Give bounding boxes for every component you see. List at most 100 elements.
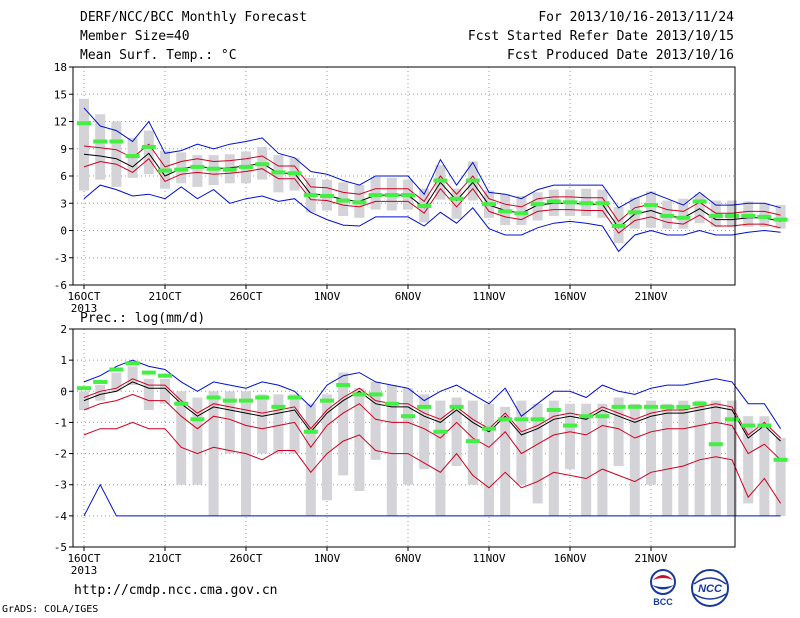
box-bar bbox=[79, 98, 89, 191]
median-mark bbox=[741, 213, 756, 218]
median-mark bbox=[174, 401, 189, 406]
box-bar bbox=[775, 205, 786, 229]
y-tick-label: 1 bbox=[60, 354, 67, 367]
median-mark bbox=[303, 193, 318, 198]
box-bar bbox=[370, 381, 381, 460]
forecast-period: For 2013/10/16-2013/11/24 bbox=[538, 10, 734, 25]
chart-title: DERF/NCC/BCC Monthly Forecast bbox=[80, 10, 307, 25]
median-mark bbox=[401, 193, 415, 198]
x-tick-label: 21OCT bbox=[148, 290, 181, 303]
box-bar bbox=[565, 403, 575, 470]
median-mark bbox=[141, 144, 156, 149]
y-tick-label: -3 bbox=[54, 252, 67, 265]
median-mark bbox=[336, 383, 351, 388]
median-mark bbox=[287, 395, 302, 400]
median-mark bbox=[514, 417, 529, 422]
median-mark bbox=[303, 429, 318, 434]
median-mark bbox=[757, 214, 772, 219]
y-tick-label: 12 bbox=[54, 116, 67, 129]
box-bar bbox=[759, 416, 770, 516]
median-mark bbox=[773, 457, 788, 462]
footer-url[interactable]: http://cmdp.ncc.cma.gov.cn bbox=[74, 583, 278, 598]
y-tick-label: 0 bbox=[60, 225, 67, 238]
x-tick-label: 21OCT bbox=[148, 552, 181, 565]
median-mark bbox=[368, 193, 383, 198]
box-bar bbox=[79, 391, 89, 410]
temp-variable-label: Mean Surf. Temp.: °C bbox=[80, 48, 237, 63]
y-tick-label: 0 bbox=[60, 385, 67, 398]
y-tick-label: 6 bbox=[60, 170, 67, 183]
median-mark bbox=[384, 401, 399, 406]
median-mark bbox=[77, 121, 91, 126]
median-mark bbox=[320, 398, 334, 403]
x-tick-label: 16NOV bbox=[553, 290, 586, 303]
box-bar bbox=[694, 400, 705, 516]
box-bar bbox=[305, 403, 316, 516]
median-mark bbox=[368, 392, 383, 397]
median-mark bbox=[773, 217, 788, 222]
median-mark bbox=[449, 404, 464, 409]
median-mark bbox=[109, 139, 124, 144]
box-bar bbox=[419, 394, 430, 470]
box-bar bbox=[127, 366, 138, 386]
median-mark bbox=[757, 423, 772, 428]
median-mark bbox=[465, 178, 480, 183]
mean-line bbox=[83, 381, 781, 442]
median-mark bbox=[239, 164, 253, 169]
median-mark bbox=[546, 407, 561, 412]
box-bar bbox=[532, 192, 543, 221]
box-bar bbox=[484, 403, 494, 516]
median-mark bbox=[433, 429, 448, 434]
median-mark bbox=[563, 423, 577, 428]
box-bar bbox=[257, 394, 268, 454]
inner-upper-line bbox=[83, 378, 781, 439]
median-mark bbox=[384, 193, 399, 198]
y-tick-label: -4 bbox=[54, 510, 68, 523]
median-mark bbox=[514, 211, 529, 216]
median-mark bbox=[320, 193, 334, 198]
box-bar bbox=[95, 385, 106, 401]
median-mark bbox=[255, 162, 270, 167]
median-mark bbox=[77, 386, 91, 391]
median-mark bbox=[579, 201, 594, 206]
box-bar bbox=[386, 385, 397, 516]
x-year-label: 2013 bbox=[71, 564, 98, 577]
median-mark bbox=[660, 213, 675, 218]
y-tick-label: -6 bbox=[54, 279, 67, 292]
box-bar bbox=[678, 400, 689, 516]
median-mark bbox=[206, 395, 221, 400]
precip-variable-label: Prec.: log(mm/d) bbox=[80, 311, 205, 326]
median-mark bbox=[579, 414, 594, 419]
box-bar bbox=[516, 400, 527, 485]
median-mark bbox=[725, 213, 739, 218]
box-bar bbox=[403, 388, 413, 485]
median-mark bbox=[498, 417, 513, 422]
median-mark bbox=[190, 164, 205, 169]
box-bar bbox=[775, 438, 786, 516]
box-bar bbox=[160, 378, 170, 404]
box-bar bbox=[743, 416, 754, 504]
box-bar bbox=[208, 391, 219, 516]
x-tick-label: 11NOV bbox=[472, 290, 505, 303]
median-mark bbox=[352, 392, 367, 397]
median-mark bbox=[498, 209, 513, 214]
median-mark bbox=[158, 168, 172, 173]
box-bar bbox=[451, 188, 462, 219]
x-tick-label: 16OCT bbox=[67, 290, 100, 303]
median-mark bbox=[222, 398, 237, 403]
member-size-label: Member Size=40 bbox=[80, 29, 190, 44]
y-tick-label: -3 bbox=[54, 479, 67, 492]
median-mark bbox=[741, 423, 756, 428]
lowest-red-line bbox=[83, 421, 782, 504]
median-mark bbox=[401, 414, 415, 419]
box-bar bbox=[662, 403, 673, 516]
median-mark bbox=[125, 361, 140, 366]
box-bar bbox=[95, 114, 106, 180]
median-mark bbox=[482, 202, 496, 207]
box-bar bbox=[289, 394, 300, 454]
median-mark bbox=[174, 167, 189, 172]
box-bar bbox=[273, 394, 284, 454]
median-mark bbox=[190, 417, 205, 422]
ncc-logo-icon: NCC bbox=[691, 569, 729, 607]
median-mark bbox=[449, 196, 464, 201]
